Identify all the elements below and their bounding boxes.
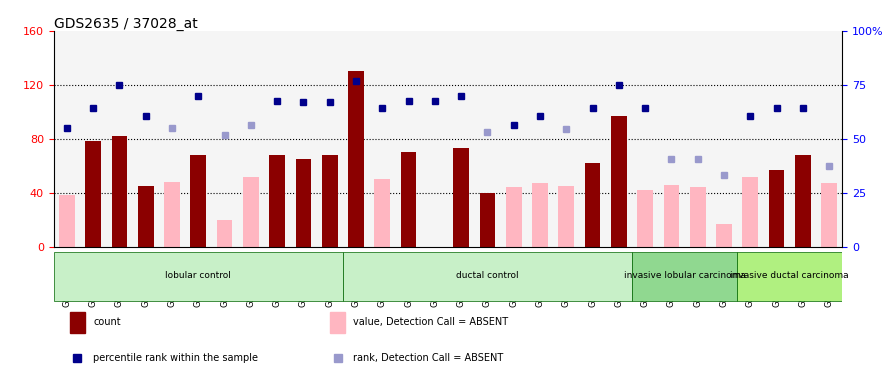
Bar	[822, 183, 837, 247]
Bar	[532, 183, 547, 247]
FancyBboxPatch shape	[54, 252, 343, 301]
FancyBboxPatch shape	[737, 252, 842, 301]
Text: rank, Detection Call = ABSENT: rank, Detection Call = ABSENT	[353, 353, 504, 363]
Bar	[401, 152, 417, 247]
Text: invasive ductal carcinoma: invasive ductal carcinoma	[730, 271, 849, 280]
Bar	[138, 186, 153, 247]
Bar	[453, 148, 469, 247]
Bar	[243, 177, 259, 247]
Bar	[191, 155, 206, 247]
Bar	[637, 190, 653, 247]
Bar	[506, 187, 521, 247]
Text: lobular control: lobular control	[166, 271, 231, 280]
Bar	[217, 220, 232, 247]
FancyBboxPatch shape	[343, 252, 632, 301]
Bar	[585, 163, 600, 247]
Bar	[690, 187, 705, 247]
Bar	[296, 159, 311, 247]
Bar	[330, 311, 346, 333]
Bar	[558, 186, 574, 247]
Text: value, Detection Call = ABSENT: value, Detection Call = ABSENT	[353, 317, 509, 327]
Bar	[795, 155, 811, 247]
Bar	[270, 155, 285, 247]
Bar	[375, 179, 390, 247]
Bar	[349, 71, 364, 247]
Bar	[743, 177, 758, 247]
Bar	[611, 116, 626, 247]
Bar	[716, 224, 732, 247]
Bar	[769, 170, 784, 247]
Text: GDS2635 / 37028_at: GDS2635 / 37028_at	[54, 17, 197, 31]
Bar	[479, 193, 495, 247]
Bar	[85, 141, 101, 247]
FancyBboxPatch shape	[632, 252, 737, 301]
Bar	[59, 195, 74, 247]
Text: ductal control: ductal control	[456, 271, 519, 280]
Bar	[112, 136, 127, 247]
Bar	[70, 311, 85, 333]
Bar	[164, 182, 180, 247]
Text: count: count	[93, 317, 121, 327]
Bar	[664, 185, 679, 247]
Bar	[322, 155, 338, 247]
Text: percentile rank within the sample: percentile rank within the sample	[93, 353, 258, 363]
Text: invasive lobular carcinoma: invasive lobular carcinoma	[624, 271, 745, 280]
